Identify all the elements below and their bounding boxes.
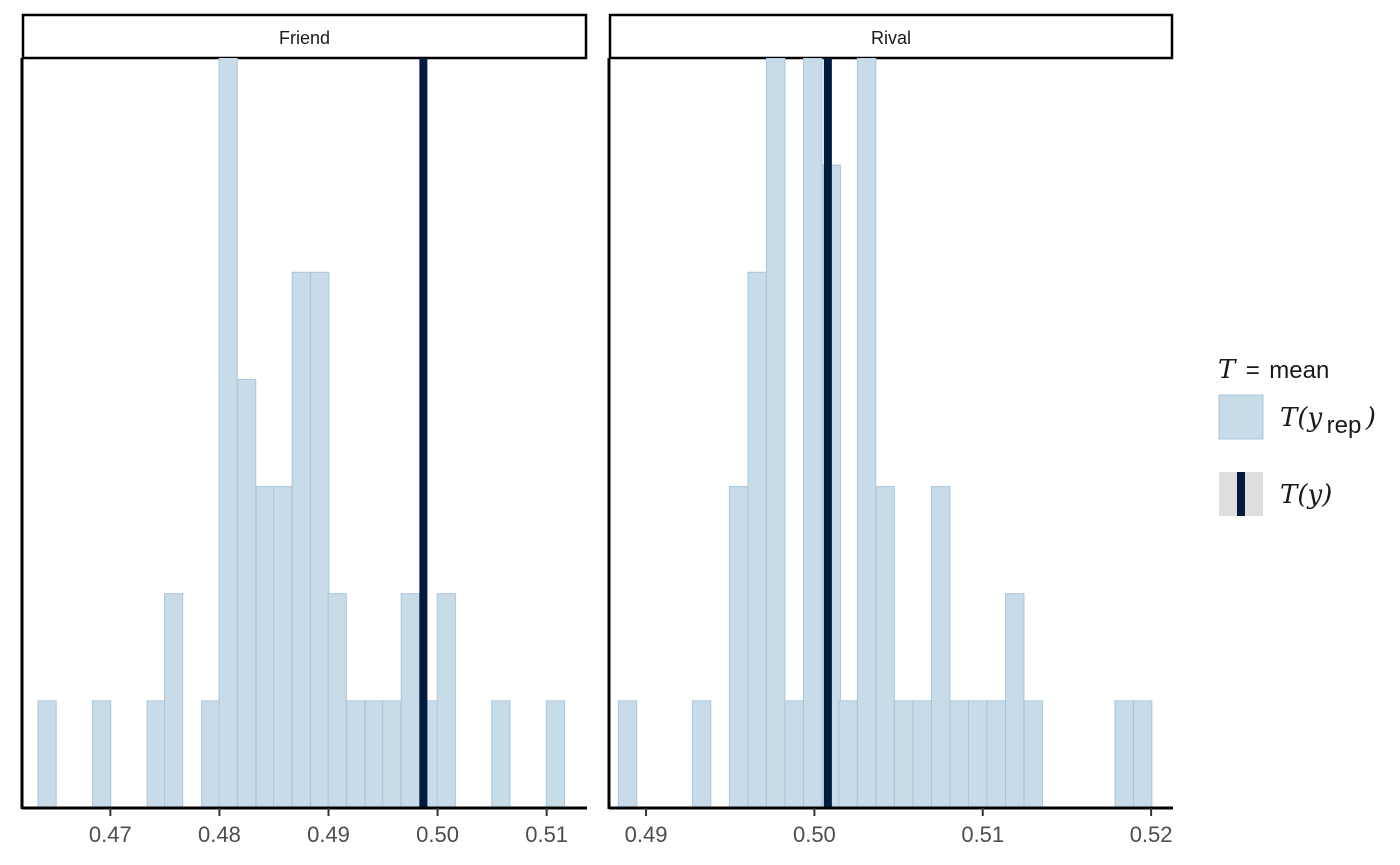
x-tick-label: 0.52 xyxy=(1130,822,1173,847)
histogram-bar xyxy=(1114,700,1134,808)
strip-rival xyxy=(608,13,1174,60)
histogram-bar xyxy=(92,700,112,808)
x-tick-label: 0.51 xyxy=(961,822,1004,847)
x-tick-label: 0.49 xyxy=(625,822,668,847)
legend-obs-key-line xyxy=(1237,472,1245,516)
x-tick-label: 0.47 xyxy=(89,822,132,847)
histogram-bar xyxy=(255,486,275,808)
legend-obs-label: T(y) xyxy=(1280,480,1332,510)
legend-rep-main: T(y xyxy=(1280,403,1322,433)
histogram-bar xyxy=(436,593,456,808)
facet-panels: Friend 0.47 0.48 0.49 0.50 0.51 Rival 0.49 0.50 0… xyxy=(20,13,1174,847)
histogram-bar xyxy=(545,700,565,808)
histogram-bar xyxy=(201,700,221,808)
histogram-bar xyxy=(327,593,347,808)
legend-rep-label: T(y rep ) xyxy=(1280,403,1376,439)
histogram-bar xyxy=(617,700,638,808)
histogram-bar xyxy=(930,486,951,808)
x-tick-label: 0.48 xyxy=(198,822,241,847)
histogram-bar xyxy=(364,700,384,808)
legend-rep-key xyxy=(1218,394,1264,440)
legend-title-equals: = xyxy=(1246,357,1260,384)
histogram-bar xyxy=(747,271,767,808)
legend: T = mean T(y rep ) T(y) xyxy=(1218,355,1376,516)
x-tick-label: 0.50 xyxy=(793,822,836,847)
histogram-bar xyxy=(491,700,511,808)
x-tick-label: 0.49 xyxy=(307,822,350,847)
histogram-bar xyxy=(765,58,786,808)
histogram-bar xyxy=(346,700,366,808)
legend-title: T = mean xyxy=(1218,355,1329,385)
histogram-bar xyxy=(967,700,988,808)
histogram-bar xyxy=(310,271,330,808)
x-tick-label: 0.51 xyxy=(525,822,568,847)
histogram-bar xyxy=(803,58,823,808)
panel-friend: Friend 0.47 0.48 0.49 0.50 0.51 xyxy=(20,13,588,847)
panel-rival: Rival 0.49 0.50 0.51 0.52 xyxy=(607,13,1174,847)
histogram-bar xyxy=(1132,700,1153,808)
legend-title-symbol: T xyxy=(1218,355,1237,385)
histogram-bar xyxy=(838,700,858,808)
histogram-bar xyxy=(146,700,166,808)
legend-rep-close: ) xyxy=(1365,403,1376,433)
histogram-bar xyxy=(237,378,257,808)
histogram-bar xyxy=(273,486,293,808)
histogram-bar xyxy=(691,700,712,808)
legend-rep-sub: rep xyxy=(1327,412,1362,439)
histogram-bar xyxy=(382,700,402,808)
histogram-bar xyxy=(218,58,238,808)
histogram-bar xyxy=(37,700,57,808)
histogram-bar xyxy=(875,486,895,808)
strip-label-rival: Rival xyxy=(871,28,911,48)
strip-label-friend: Friend xyxy=(279,28,330,48)
histogram-bar xyxy=(986,700,1006,808)
histogram-bar xyxy=(291,271,311,808)
histogram-bar xyxy=(1023,700,1043,808)
histogram-bar xyxy=(1005,593,1025,808)
histogram-bar xyxy=(728,486,749,808)
histogram-bar xyxy=(912,700,932,808)
histogram-bar xyxy=(856,58,877,808)
histogram-bar xyxy=(784,700,804,808)
histogram-bar xyxy=(164,593,184,808)
x-tick-label: 0.50 xyxy=(416,822,459,847)
histogram-bar xyxy=(949,700,969,808)
histogram-bar xyxy=(893,700,914,808)
plot-area-rival xyxy=(617,58,1153,808)
strip-friend xyxy=(21,13,588,60)
histogram-bar xyxy=(400,593,420,808)
plot-area-friend xyxy=(37,58,565,808)
legend-title-stat: mean xyxy=(1269,357,1329,384)
